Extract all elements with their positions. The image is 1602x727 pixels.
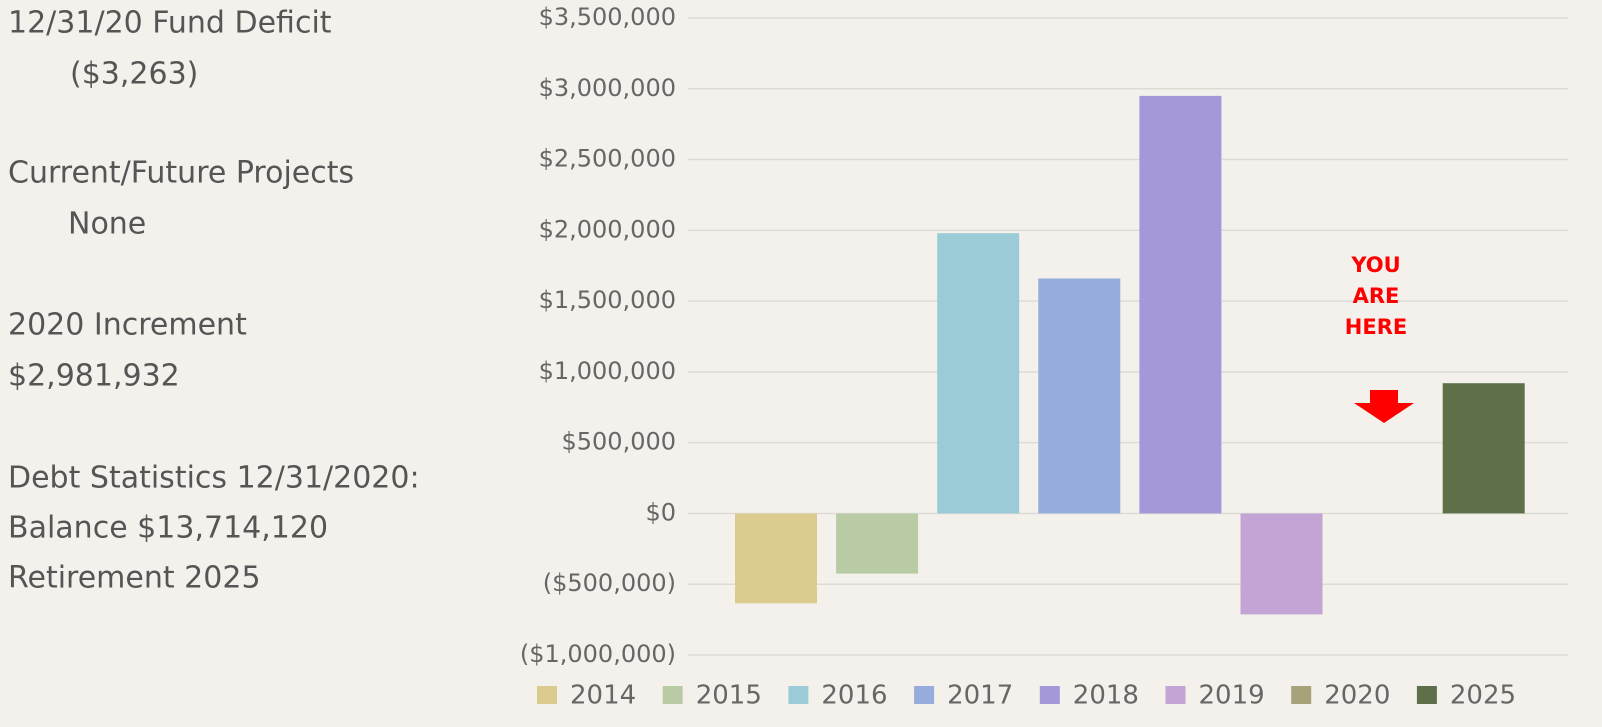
y-tick-label: $3,000,000 — [539, 74, 676, 102]
y-tick-label: $1,000,000 — [539, 357, 676, 385]
annotation: YOU — [1350, 253, 1400, 277]
arrow — [1354, 390, 1414, 423]
y-tick-label: $2,500,000 — [539, 145, 676, 173]
legend-label: 2019 — [1199, 681, 1265, 711]
note: Retirement 2025 — [8, 561, 261, 596]
note: None — [68, 207, 146, 242]
note: Debt Statistics 12/31/2020: — [8, 461, 420, 496]
legend-swatch — [914, 686, 935, 704]
legend-swatch — [788, 686, 809, 704]
note: 2020 Increment — [8, 308, 247, 343]
legend-swatch — [1416, 686, 1437, 704]
bar — [735, 513, 817, 604]
y-tick-label: ($500,000) — [543, 569, 676, 597]
legend-swatch — [1165, 686, 1186, 704]
annotation: ARE — [1353, 284, 1400, 308]
annotation: HERE — [1345, 315, 1407, 339]
y-tick-label: ($1,000,000) — [520, 640, 676, 668]
legend-label: 2020 — [1324, 681, 1390, 711]
note: Balance $13,714,120 — [8, 511, 328, 546]
legend-label: 2016 — [821, 681, 887, 711]
bar — [1442, 383, 1525, 514]
bar — [937, 233, 1020, 514]
note: Current/Future Projects — [8, 156, 354, 191]
legend-label: 2014 — [570, 681, 636, 711]
note: ($3,263) — [70, 57, 198, 92]
legend-swatch — [662, 686, 683, 704]
legend-swatch — [1291, 686, 1312, 704]
legend-label: 2015 — [696, 681, 762, 711]
legend-swatch — [537, 686, 557, 704]
y-tick-label: $2,000,000 — [539, 215, 676, 243]
note: 12/31/20 Fund Deficit — [8, 6, 332, 41]
legend-label: 2017 — [947, 681, 1013, 711]
y-tick-label: $500,000 — [561, 428, 676, 456]
note: $2,981,932 — [8, 359, 180, 394]
legend-label: 2025 — [1450, 681, 1516, 711]
y-tick-label: $0 — [645, 498, 676, 526]
legend-swatch — [1039, 686, 1060, 704]
legend-label: 2018 — [1073, 681, 1139, 711]
bar — [1240, 513, 1323, 615]
bar — [836, 513, 919, 574]
bar — [1038, 278, 1121, 514]
y-tick-label: $1,500,000 — [539, 286, 676, 314]
y-tick-label: $3,500,000 — [539, 3, 676, 31]
bar — [1139, 95, 1222, 514]
